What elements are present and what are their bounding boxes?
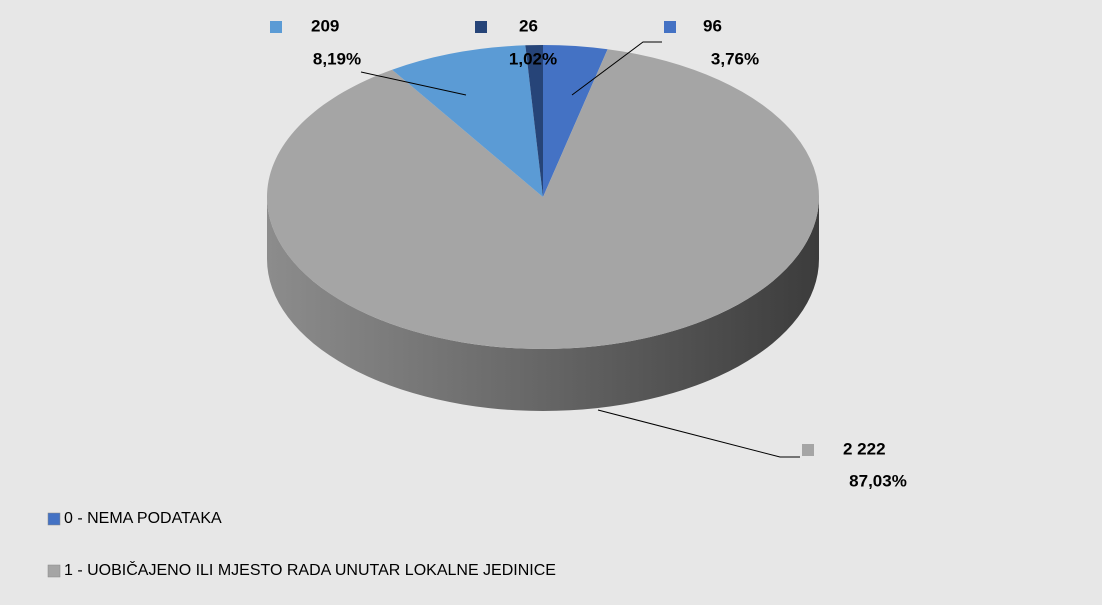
data-label: 96 (703, 16, 722, 35)
data-label: 2 222 (843, 439, 886, 458)
legend-label: 1 - UOBIČAJENO ILI MJESTO RADA UNUTAR LO… (64, 560, 556, 579)
percent-label: 87,03% (849, 471, 907, 490)
slice (266, 49, 819, 350)
slice (525, 45, 543, 197)
leader-line (597, 409, 800, 458)
percent-label: 3,76% (711, 49, 759, 68)
legend-swatch (47, 564, 61, 578)
slice (543, 45, 608, 197)
label-marker (270, 21, 282, 33)
data-label: 209 (311, 16, 339, 35)
legend-label: 0 - NEMA PODATAKA (64, 510, 222, 527)
slice-side (267, 197, 819, 411)
data-label: 26 (519, 16, 538, 35)
percent-label: 8,19% (313, 49, 361, 68)
leader-line (360, 71, 467, 96)
label-marker (475, 21, 487, 33)
slice (392, 45, 543, 197)
label-marker (664, 21, 676, 33)
percent-label: 1,02% (509, 49, 557, 68)
legend-swatch (47, 512, 61, 526)
label-marker (802, 444, 814, 456)
leader-line (571, 41, 662, 96)
